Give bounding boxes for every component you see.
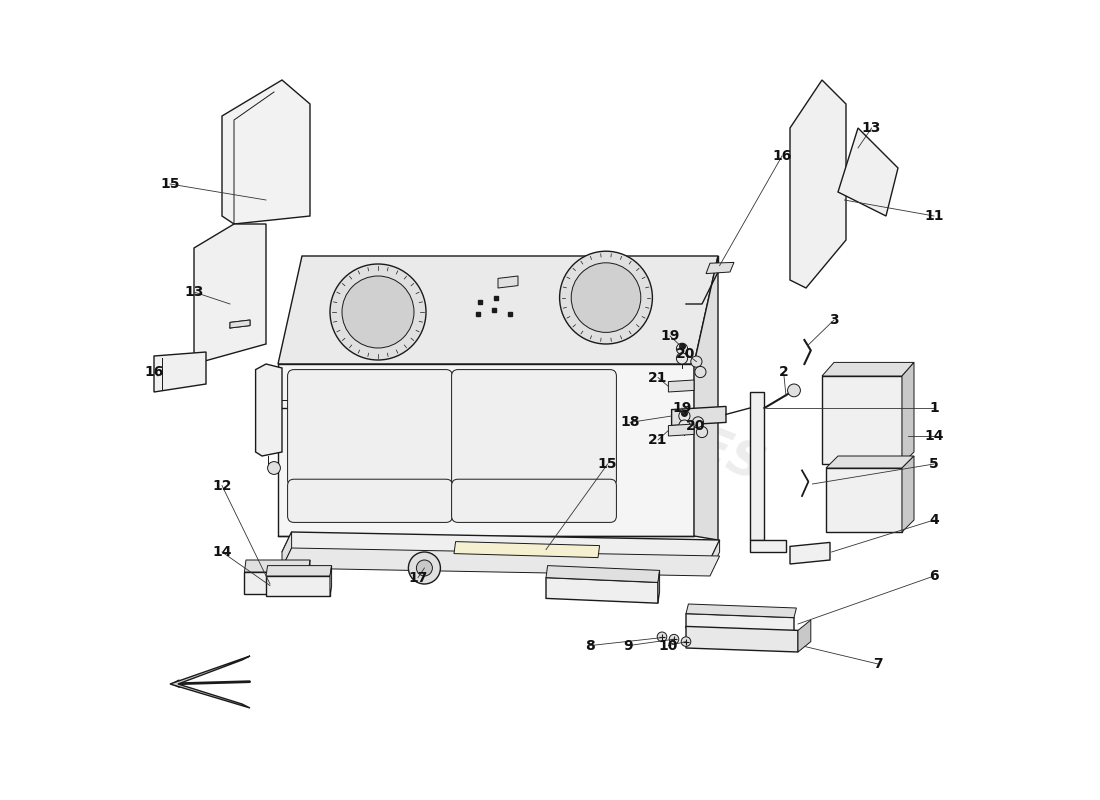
Text: 9: 9 <box>624 638 634 653</box>
Text: 17: 17 <box>408 570 428 585</box>
Polygon shape <box>822 362 914 376</box>
Polygon shape <box>710 540 719 572</box>
Polygon shape <box>266 576 330 596</box>
Polygon shape <box>826 456 914 468</box>
Text: 21: 21 <box>648 433 668 447</box>
Text: 14: 14 <box>212 545 232 559</box>
Text: 4: 4 <box>930 513 939 527</box>
Text: a passion for parts: a passion for parts <box>472 402 660 494</box>
FancyBboxPatch shape <box>452 479 616 522</box>
Circle shape <box>788 384 801 397</box>
Polygon shape <box>838 128 898 216</box>
Polygon shape <box>658 570 660 603</box>
Text: 15: 15 <box>598 457 617 471</box>
Polygon shape <box>454 542 600 558</box>
Circle shape <box>676 353 688 364</box>
Polygon shape <box>170 656 250 708</box>
Circle shape <box>679 420 690 431</box>
Text: 6: 6 <box>930 569 938 583</box>
Text: 3: 3 <box>829 313 839 327</box>
Polygon shape <box>694 256 718 540</box>
Text: 11: 11 <box>924 209 944 223</box>
Polygon shape <box>826 468 902 532</box>
Polygon shape <box>154 352 206 392</box>
Circle shape <box>676 343 688 354</box>
Text: 1: 1 <box>930 401 939 415</box>
Polygon shape <box>278 256 718 364</box>
Circle shape <box>692 417 704 428</box>
Polygon shape <box>686 626 798 652</box>
Polygon shape <box>546 578 658 603</box>
Circle shape <box>695 366 706 378</box>
FancyBboxPatch shape <box>287 479 452 522</box>
Text: since 1985: since 1985 <box>588 466 688 518</box>
Circle shape <box>267 462 280 474</box>
Polygon shape <box>822 376 902 464</box>
Circle shape <box>669 634 679 644</box>
Polygon shape <box>244 560 310 572</box>
Text: 12: 12 <box>212 478 232 493</box>
Polygon shape <box>230 320 250 328</box>
Polygon shape <box>669 424 694 436</box>
Polygon shape <box>330 566 331 596</box>
FancyBboxPatch shape <box>452 370 616 486</box>
Polygon shape <box>222 80 310 224</box>
Circle shape <box>342 276 414 348</box>
Text: 7: 7 <box>873 657 883 671</box>
Circle shape <box>657 632 667 642</box>
Polygon shape <box>308 560 310 594</box>
Text: 20: 20 <box>676 346 695 361</box>
Text: 5: 5 <box>930 457 939 471</box>
Text: 8: 8 <box>585 638 595 653</box>
Polygon shape <box>282 532 292 568</box>
Polygon shape <box>686 604 796 618</box>
Polygon shape <box>750 392 764 540</box>
Text: 21: 21 <box>648 370 668 385</box>
Polygon shape <box>244 572 308 594</box>
Polygon shape <box>266 566 331 576</box>
Circle shape <box>679 410 690 422</box>
Polygon shape <box>498 276 518 288</box>
Text: 19: 19 <box>660 329 680 343</box>
Polygon shape <box>798 620 811 652</box>
Text: 20: 20 <box>686 418 705 433</box>
Polygon shape <box>546 566 660 582</box>
Polygon shape <box>686 614 794 632</box>
Circle shape <box>681 637 691 646</box>
Polygon shape <box>902 362 914 464</box>
Polygon shape <box>902 456 914 532</box>
Circle shape <box>417 560 432 576</box>
Circle shape <box>408 552 440 584</box>
Polygon shape <box>790 80 846 288</box>
FancyBboxPatch shape <box>287 370 452 486</box>
Text: 13: 13 <box>862 121 881 135</box>
Circle shape <box>696 426 707 438</box>
Polygon shape <box>706 262 734 274</box>
Polygon shape <box>194 224 266 364</box>
Polygon shape <box>278 364 694 536</box>
Text: 2: 2 <box>779 365 789 379</box>
Text: 16: 16 <box>772 149 792 163</box>
Text: 16: 16 <box>144 365 164 379</box>
Text: EUROSPARES: EUROSPARES <box>409 308 771 492</box>
Circle shape <box>560 251 652 344</box>
Circle shape <box>571 263 641 333</box>
Polygon shape <box>672 406 726 426</box>
Text: 19: 19 <box>672 401 692 415</box>
Text: 18: 18 <box>620 415 640 430</box>
Circle shape <box>691 356 702 367</box>
Polygon shape <box>255 364 282 456</box>
Polygon shape <box>790 542 830 564</box>
Text: 14: 14 <box>924 429 944 443</box>
Text: 13: 13 <box>185 285 204 299</box>
Polygon shape <box>669 380 694 392</box>
Polygon shape <box>282 548 719 576</box>
Polygon shape <box>750 540 786 552</box>
Polygon shape <box>282 532 719 560</box>
Circle shape <box>330 264 426 360</box>
Text: 10: 10 <box>659 638 678 653</box>
Text: 15: 15 <box>161 177 179 191</box>
